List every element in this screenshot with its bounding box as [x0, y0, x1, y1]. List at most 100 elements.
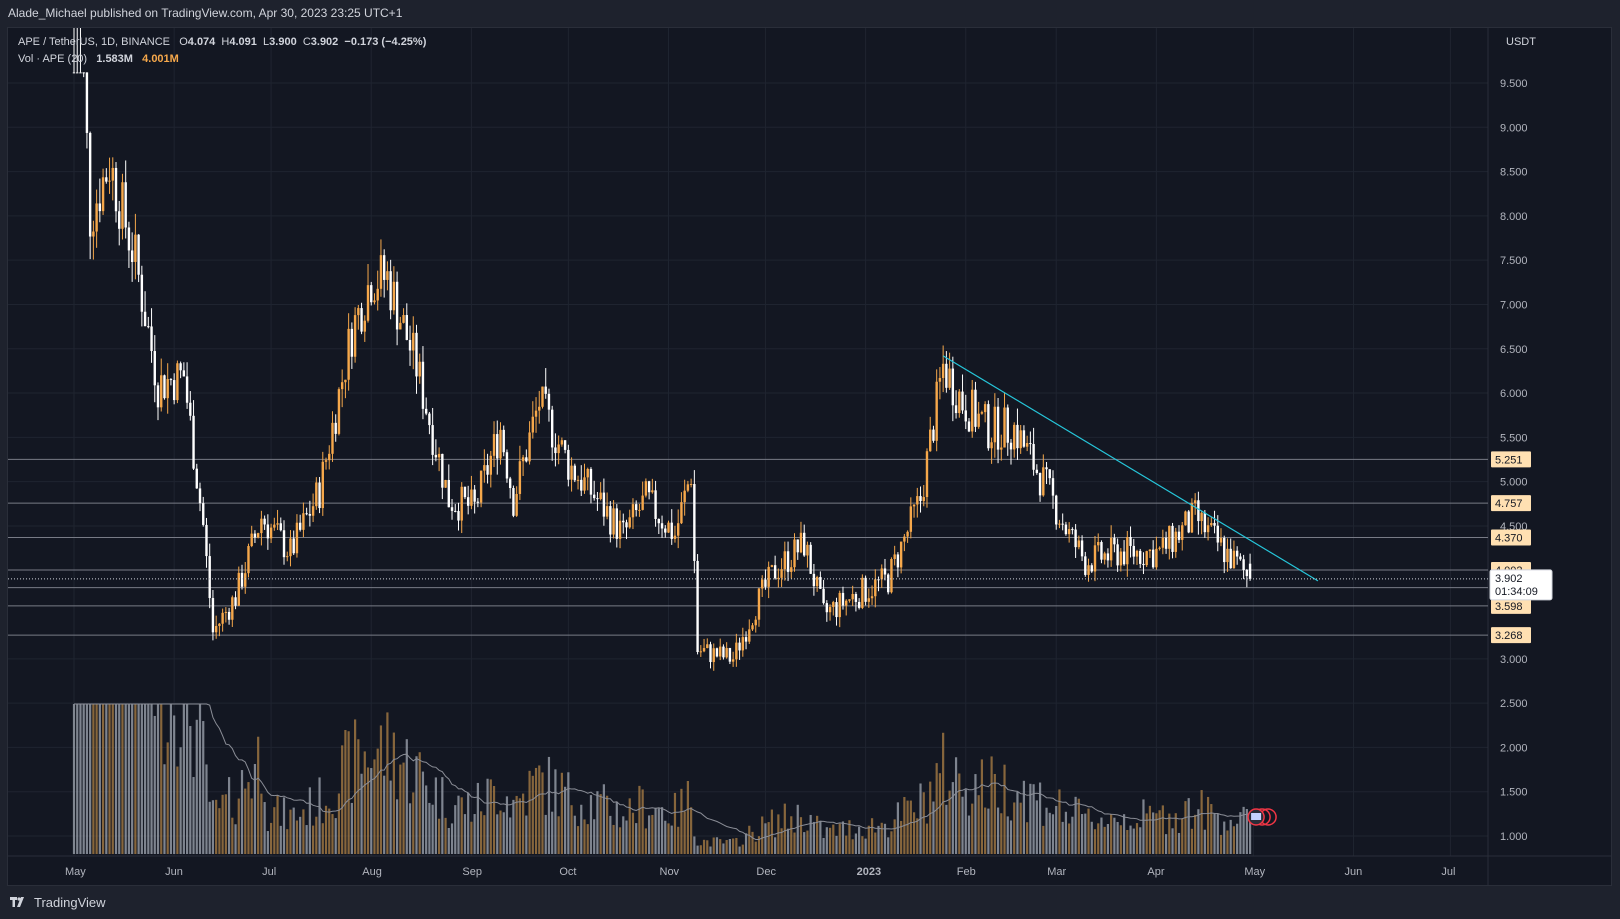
- tradingview-brand[interactable]: TradingView: [10, 886, 106, 919]
- volume-bar: [337, 793, 341, 854]
- chart-panel[interactable]: USDT 9.500 9.000 8.500 8.000 7.500 7.000 6.500 6…: [7, 27, 1612, 886]
- candle-body: [861, 577, 864, 608]
- candle-body: [1080, 540, 1084, 557]
- price-tick-label: 7.000: [1500, 299, 1528, 311]
- volume-bar: [954, 757, 958, 854]
- candle-body: [418, 361, 421, 377]
- candle-body: [1239, 556, 1242, 560]
- candle-body: [182, 370, 186, 377]
- volume-bar: [741, 844, 744, 854]
- candle-body: [906, 531, 909, 537]
- candle-body: [870, 596, 874, 599]
- candle-body: [227, 611, 231, 620]
- candle-body: [437, 453, 441, 458]
- volume-bar: [305, 825, 308, 854]
- volume-bar: [528, 770, 531, 854]
- candle-body: [725, 648, 728, 658]
- volume-bar: [118, 704, 121, 854]
- candle-body: [121, 182, 124, 229]
- volume-bar: [580, 804, 583, 854]
- candle-body: [1035, 469, 1039, 473]
- volume-bar: [615, 801, 618, 854]
- symbol-label[interactable]: APE / TetherUS, 1D, BINANCE: [18, 36, 171, 48]
- volume-bar: [945, 804, 948, 854]
- candle-body: [179, 363, 182, 371]
- volume-bar: [841, 821, 845, 854]
- candle-body: [1045, 467, 1048, 470]
- change-value: −0.173 (−4.25%): [344, 36, 427, 48]
- volume-bar: [935, 763, 938, 854]
- volume-bar: [480, 811, 483, 854]
- volume-bar: [1174, 813, 1177, 854]
- publisher-header: Alade_Michael published on TradingView.c…: [0, 0, 1620, 27]
- volume-bar: [567, 772, 570, 854]
- volume-bar: [276, 795, 279, 854]
- volume-bar: [182, 704, 185, 854]
- volume-bar: [347, 731, 350, 854]
- volume-value: 1.583M: [96, 53, 133, 65]
- volume-bar: [770, 809, 773, 854]
- candle-body: [147, 326, 150, 328]
- candle-body: [166, 379, 169, 399]
- volume-bar: [699, 845, 702, 854]
- volume-bar: [1087, 808, 1090, 854]
- volume-bar: [819, 820, 822, 854]
- candle-body: [1048, 469, 1051, 479]
- candle-body: [302, 513, 305, 530]
- candle-body: [719, 646, 722, 657]
- volume-bar: [735, 837, 738, 854]
- candle-body: [205, 524, 208, 557]
- volume-bar: [105, 704, 108, 854]
- volume-bar: [725, 839, 728, 854]
- descending-trendline[interactable]: [942, 355, 1319, 582]
- candle-body: [660, 523, 664, 529]
- candle-body: [499, 429, 502, 459]
- price-chart[interactable]: USDT 9.500 9.000 8.500 8.000 7.500 7.000 6.500 6…: [8, 28, 1611, 885]
- volume-bar: [1223, 821, 1226, 854]
- candle-body: [1113, 537, 1116, 545]
- candle-body: [1203, 512, 1207, 533]
- volume-bar: [1219, 834, 1223, 854]
- volume-bar: [363, 751, 366, 854]
- candle-body: [938, 377, 942, 382]
- volume-label[interactable]: Vol · APE (20): [18, 53, 88, 65]
- volume-bar: [1103, 826, 1106, 854]
- volume-bar: [101, 704, 105, 854]
- candle-body: [647, 481, 651, 493]
- candle-body: [1009, 442, 1013, 450]
- volume-bar: [350, 802, 353, 854]
- volume-bar: [702, 839, 706, 854]
- volume-bar: [573, 815, 576, 854]
- time-tick-label: Aug: [362, 866, 382, 878]
- candle-body: [1213, 522, 1216, 526]
- volume-bar: [890, 831, 893, 854]
- candle-body: [1135, 550, 1139, 557]
- candle-body: [79, 72, 82, 74]
- candle-body: [845, 600, 848, 606]
- candle-body: [137, 234, 140, 275]
- candle-body: [958, 391, 961, 414]
- time-tick-label: Jun: [165, 866, 183, 878]
- candle-body: [111, 167, 114, 181]
- volume-bar: [179, 747, 182, 854]
- volume-bar: [140, 704, 143, 854]
- volume-bar: [1135, 823, 1139, 854]
- volume-bar: [502, 812, 505, 854]
- bar-countdown-label: 01:34:09: [1495, 586, 1538, 598]
- candle-body: [457, 510, 460, 521]
- volume-bar: [557, 816, 560, 854]
- volume-bar: [1161, 805, 1164, 854]
- volume-bar: [974, 774, 977, 854]
- volume-bar: [925, 823, 929, 854]
- volume-bar: [680, 788, 683, 854]
- candle-body: [353, 315, 357, 357]
- candle-body: [925, 451, 929, 498]
- volume-bar: [803, 832, 806, 854]
- volume-bar: [654, 807, 657, 854]
- volume-bar: [774, 837, 777, 854]
- candle-body: [392, 281, 396, 311]
- candle-body: [344, 379, 347, 383]
- volume-bar: [722, 843, 725, 854]
- candle-body: [295, 522, 299, 554]
- candle-body: [214, 625, 218, 633]
